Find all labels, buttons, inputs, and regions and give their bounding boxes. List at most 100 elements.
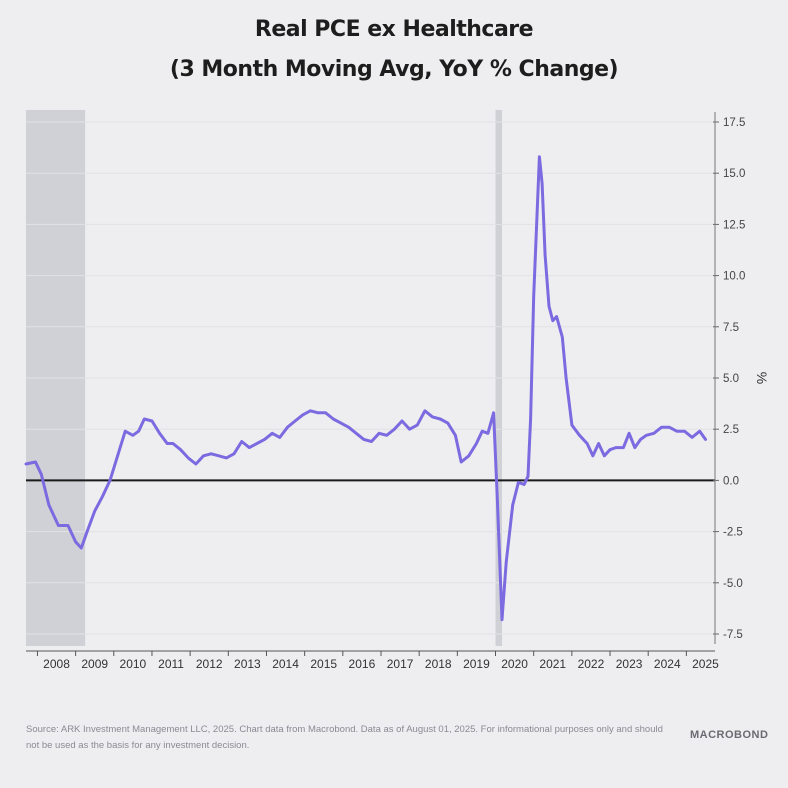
x-tick-label: 2012 — [196, 657, 223, 671]
y-tick-label: -2.5 — [723, 527, 743, 539]
data-point — [34, 460, 37, 464]
data-point — [622, 446, 625, 449]
data-point — [496, 499, 499, 503]
data-point — [529, 417, 532, 421]
data-point — [551, 319, 554, 322]
data-point — [438, 417, 442, 421]
data-point — [137, 430, 140, 433]
data-point — [454, 434, 457, 437]
data-point — [561, 335, 564, 339]
chart-title: Real PCE ex Healthcare — [254, 17, 534, 42]
y-tick-label: -7.5 — [723, 629, 743, 641]
data-point — [393, 428, 396, 431]
data-point — [179, 448, 182, 451]
data-point — [166, 442, 169, 445]
data-point — [263, 438, 266, 441]
data-point — [209, 452, 213, 455]
data-point — [480, 430, 484, 433]
x-tick-label: 2011 — [158, 657, 184, 671]
data-point — [505, 561, 508, 564]
data-point — [597, 442, 600, 445]
data-point — [40, 473, 43, 476]
x-tick-label: 2025 — [692, 657, 719, 671]
data-point — [500, 618, 504, 621]
data-point — [225, 456, 228, 460]
data-point — [467, 454, 470, 458]
data-point — [645, 434, 648, 437]
data-point — [293, 419, 297, 423]
data-point — [108, 479, 112, 482]
y-tick-label: -5.0 — [723, 578, 743, 590]
data-point — [585, 442, 589, 445]
data-point — [370, 440, 373, 443]
data-point — [66, 524, 70, 527]
data-point — [408, 428, 411, 431]
data-point — [683, 430, 686, 433]
y-tick-label: 0.0 — [723, 475, 739, 487]
data-point — [194, 462, 198, 466]
data-point — [377, 432, 381, 435]
x-tick-label: 2013 — [234, 657, 261, 671]
data-point — [704, 438, 707, 441]
data-point — [633, 446, 637, 449]
data-point — [131, 434, 135, 437]
data-point — [522, 483, 526, 486]
y-tick-label: 2.5 — [723, 424, 739, 436]
x-tick-label: 2008 — [43, 657, 70, 671]
data-point — [475, 442, 478, 445]
x-tick-label: 2022 — [578, 657, 605, 671]
data-point — [255, 442, 259, 445]
data-point — [187, 456, 190, 460]
data-point — [627, 432, 631, 435]
data-point — [309, 409, 312, 412]
y-tick-label: 17.5 — [723, 117, 745, 129]
data-point — [80, 546, 83, 550]
data-point — [217, 454, 220, 458]
x-tick-label: 2023 — [616, 657, 643, 671]
series-layer — [24, 155, 707, 622]
data-point — [459, 460, 463, 464]
data-point — [486, 432, 490, 435]
x-tick-label: 2010 — [120, 657, 147, 671]
data-point — [248, 446, 251, 449]
data-point — [202, 454, 205, 458]
data-point — [57, 524, 60, 527]
data-point — [362, 438, 366, 441]
x-tick-label: 2015 — [310, 657, 337, 671]
x-tick-label: 2017 — [387, 657, 414, 671]
x-tick-label: 2021 — [539, 657, 566, 671]
data-point — [639, 438, 642, 441]
data-point — [158, 432, 161, 435]
x-tick-label: 2024 — [654, 657, 681, 671]
data-point — [698, 430, 701, 433]
data-point — [47, 503, 51, 507]
data-point — [150, 419, 154, 423]
x-tick-label: 2018 — [425, 657, 452, 671]
data-point — [547, 305, 551, 308]
source-note: Source: ARK Investment Management LLC, 2… — [26, 724, 663, 751]
x-axis: 2008 2009 2010 2011 2012 2013 2014 2015 2016 2017… — [26, 650, 719, 671]
data-point — [652, 432, 656, 435]
data-point — [85, 530, 89, 533]
data-point — [538, 155, 541, 159]
data-point — [101, 495, 104, 498]
data-point — [570, 423, 574, 427]
data-point — [347, 425, 350, 429]
data-point — [660, 425, 663, 429]
y-tick-label: 15.0 — [723, 168, 745, 180]
data-point — [93, 509, 96, 513]
data-point — [271, 432, 274, 435]
data-point — [278, 436, 282, 439]
series-line-1 — [24, 155, 707, 622]
data-point — [511, 503, 514, 507]
data-point — [608, 448, 612, 451]
data-point — [416, 423, 419, 427]
data-point — [286, 425, 289, 429]
data-point — [301, 413, 304, 417]
gridline-layer — [26, 121, 715, 635]
data-point — [517, 481, 520, 484]
data-point — [124, 430, 127, 433]
data-point — [339, 421, 343, 425]
y-tick-label: 10.0 — [723, 271, 745, 283]
